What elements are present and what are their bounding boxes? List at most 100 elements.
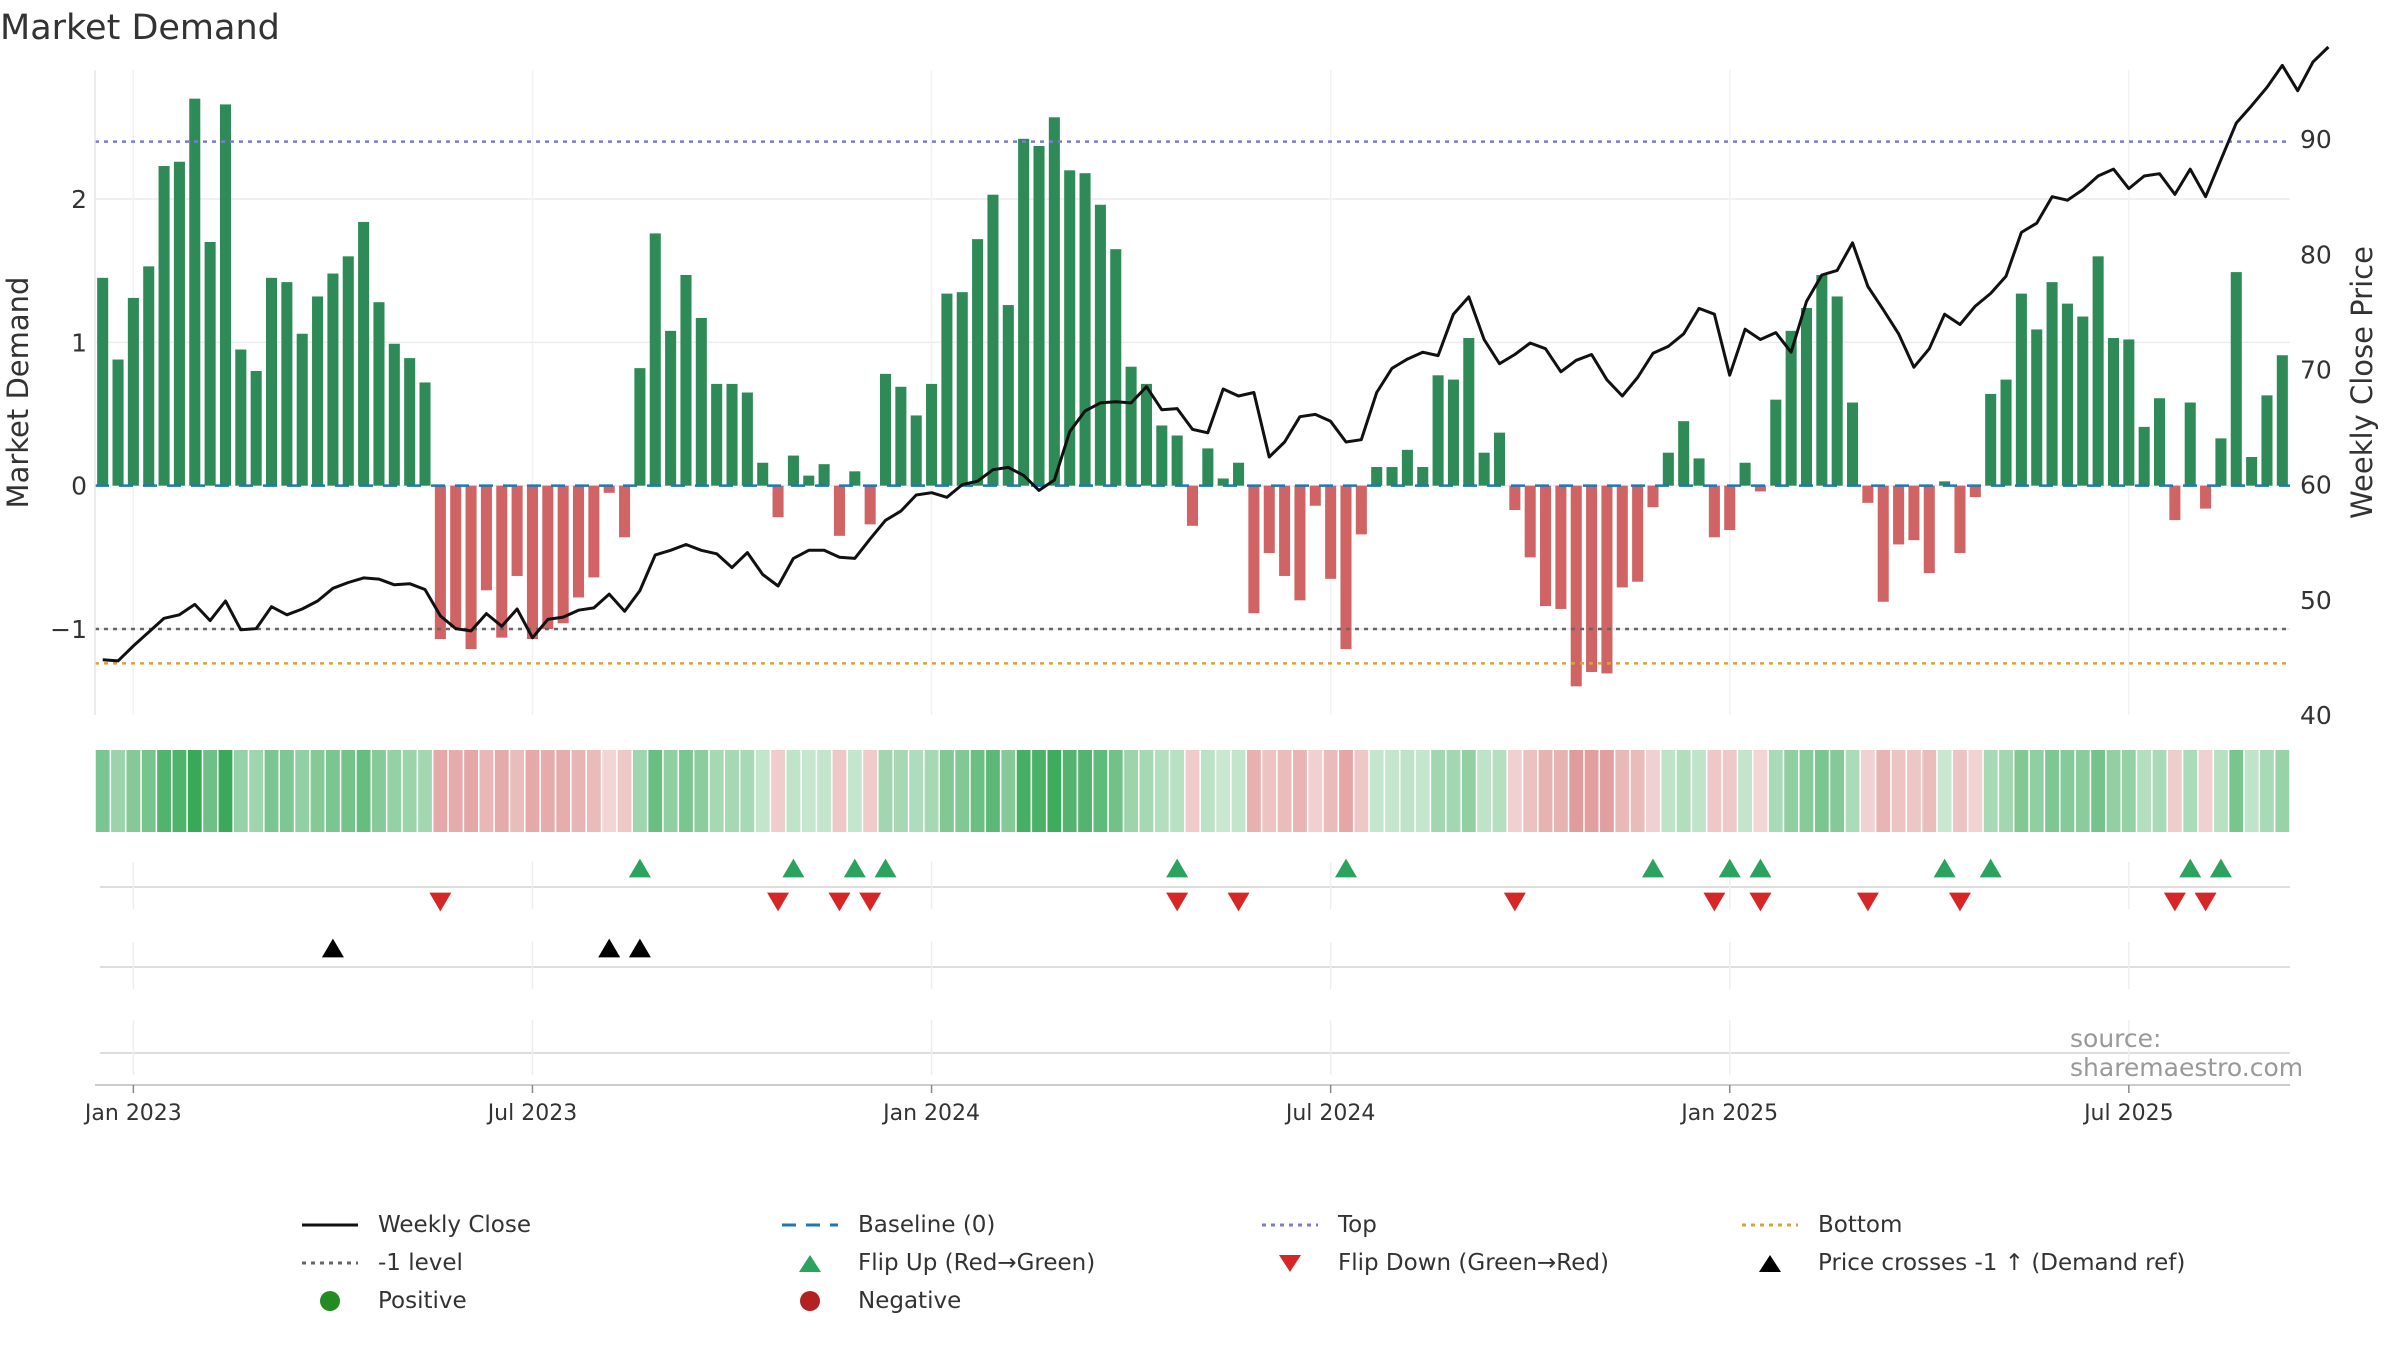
demand-bar [1969, 485, 1981, 498]
heat-cell [2029, 750, 2044, 832]
y2-tick-label: 40 [2300, 701, 2332, 730]
demand-bar [1800, 307, 1813, 486]
demand-bar [511, 485, 523, 576]
demand-bar [726, 383, 738, 486]
demand-bar [1279, 485, 1291, 576]
heat-cell [893, 750, 908, 832]
flip-down-marker [1856, 892, 1879, 912]
legend-item-positive: Positive [300, 1286, 467, 1316]
heat-cell [1937, 750, 1952, 832]
demand-bar [1263, 485, 1275, 554]
demand-bar [1662, 452, 1674, 486]
heat-cell [2060, 750, 2075, 832]
demand-bar [1509, 485, 1521, 511]
flip-up-marker [1979, 858, 2002, 878]
demand-bar [1140, 383, 1152, 486]
y-tick-label: 1 [71, 328, 87, 357]
demand-bar [204, 242, 216, 486]
heat-cell [1600, 750, 1614, 832]
heat-cell [2198, 750, 2213, 832]
demand-bar [281, 282, 293, 486]
heat-cell [970, 750, 985, 832]
demand-bar [634, 368, 646, 486]
flip-up-marker [1749, 858, 1772, 878]
heat-cell [1630, 750, 1645, 832]
flip_up-legend-swatch [799, 1255, 821, 1272]
demand-heat-strip [95, 750, 2290, 832]
price-cross-marker [321, 938, 344, 958]
legend-label: Baseline (0) [858, 1212, 996, 1238]
demand-bar [2123, 339, 2135, 486]
heat-cell [510, 750, 525, 832]
heat-cell [2244, 750, 2259, 832]
heat-cell [448, 750, 463, 832]
heat-cell [157, 750, 171, 832]
price-cross-marker [628, 938, 651, 958]
top-legend-swatch [1262, 1223, 1318, 1227]
demand-bar [1785, 330, 1797, 486]
flip-up-marker [1334, 858, 1357, 878]
demand-bar [1233, 462, 1245, 486]
demand-bar [2077, 316, 2089, 486]
heat-cell [1385, 750, 1399, 832]
demand-bar [1171, 435, 1183, 486]
heat-cell [571, 750, 586, 832]
demand-bar [97, 277, 109, 486]
legend-item-negative: Negative [780, 1286, 961, 1316]
heat-cell [1922, 750, 1937, 832]
demand-bar [619, 485, 631, 538]
demand-bar [1739, 462, 1751, 486]
heat-cell [1999, 750, 2013, 832]
demand-bar [2246, 457, 2258, 486]
demand-bar [235, 349, 247, 486]
flip-down-marker [1703, 892, 1726, 912]
y-tick-label: 0 [71, 472, 87, 501]
demand-bar [1202, 448, 1214, 486]
heat-cell [525, 750, 540, 832]
demand-bar [542, 485, 554, 629]
y2-tick-label: 60 [2300, 471, 2332, 500]
x-axis: Jan 2023 Jul 2023 Jan 2024 Jul 2024 Jan 2025… [83, 1084, 2290, 1126]
flip-up-marker [1718, 858, 1741, 878]
heat-cell [602, 750, 617, 832]
demand-bar [665, 330, 677, 486]
flip-up-marker [1166, 858, 1189, 878]
flip-down-marker [1948, 892, 1971, 912]
demand-bar [2061, 303, 2073, 486]
demand-bar [2169, 485, 2181, 521]
demand-bar [603, 485, 615, 493]
demand-bar [480, 485, 492, 591]
flip-down-marker [828, 892, 851, 912]
demand-bar [833, 485, 845, 536]
flip-up-marker [1933, 858, 1956, 878]
demand-bar [1386, 467, 1398, 486]
heat-cell [356, 750, 371, 832]
heat-cell [1124, 750, 1139, 832]
heat-cell [233, 750, 248, 832]
demand-bar [342, 256, 354, 486]
demand-bar [143, 266, 155, 486]
demand-bar [1754, 485, 1766, 492]
demand-bar [496, 485, 508, 638]
demand-bar [2046, 282, 2058, 486]
heat-cell [1246, 750, 1261, 832]
heat-cell [847, 750, 862, 832]
legend-label: Negative [858, 1288, 962, 1314]
demand-bar [1678, 421, 1690, 486]
heat-cell [648, 750, 663, 832]
legend-item-baseline: Baseline (0) [780, 1210, 995, 1240]
demand-bar [818, 464, 830, 486]
demand-bar [2031, 329, 2043, 486]
demand-bar [2154, 398, 2166, 486]
flip-up-marker [1641, 858, 1664, 878]
y2-axis-label: Weekly Close Price [2345, 246, 2379, 519]
heat-cell [924, 750, 939, 832]
legend-item-cross: Price crosses -1 ↑ (Demand ref) [1740, 1248, 2185, 1278]
demand-bar [1325, 485, 1337, 579]
heat-cell [2091, 750, 2106, 832]
flip-down-marker [2194, 892, 2217, 912]
demand-bar [1463, 338, 1475, 486]
demand-bar [1079, 173, 1091, 486]
demand-bar [1570, 485, 1582, 687]
flip-up-marker [2179, 858, 2202, 878]
